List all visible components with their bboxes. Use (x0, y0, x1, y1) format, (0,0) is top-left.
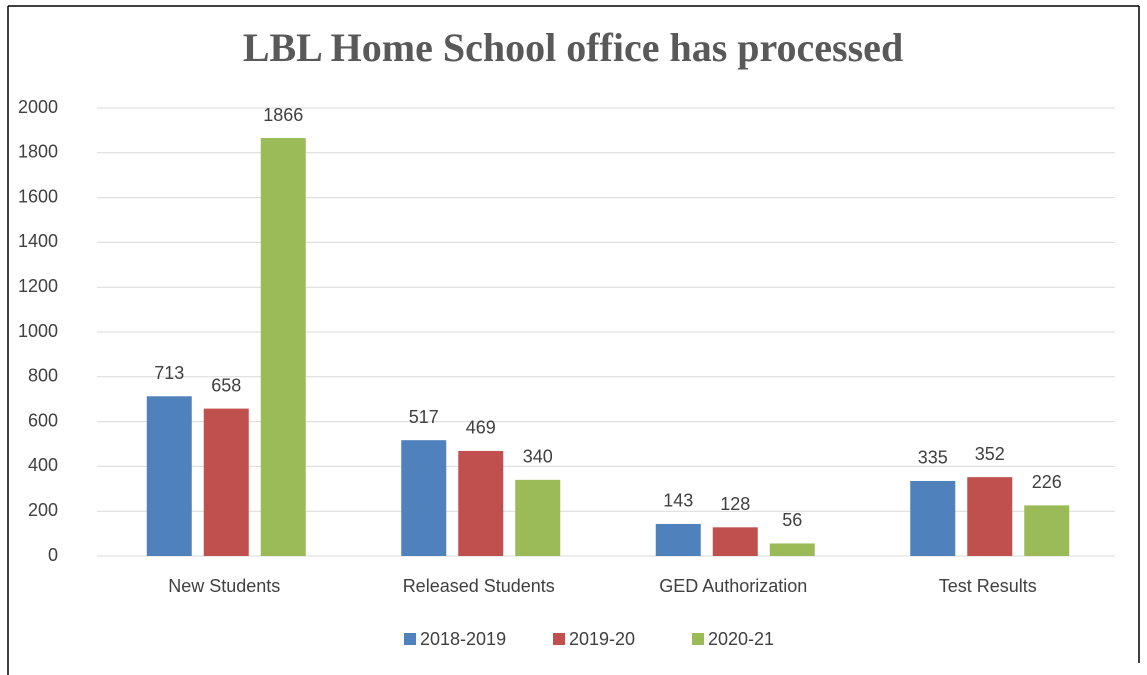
bar (146, 396, 192, 556)
y-tick-label: 1800 (18, 142, 58, 162)
data-label: 517 (409, 407, 439, 427)
y-tick-label: 1600 (18, 186, 58, 206)
y-tick-label: 2000 (18, 97, 58, 117)
legend-swatch (692, 633, 704, 645)
y-tick-label: 200 (28, 500, 58, 520)
data-label: 1866 (263, 105, 303, 125)
y-tick-label: 1000 (18, 321, 58, 341)
legend-swatch (404, 633, 416, 645)
data-label: 143 (663, 491, 693, 511)
legend-label: 2020-21 (708, 629, 774, 649)
data-label: 335 (918, 448, 948, 468)
y-tick-label: 800 (28, 366, 58, 386)
data-label: 128 (720, 494, 750, 514)
x-tick-label: GED Authorization (659, 576, 807, 596)
bar (967, 477, 1013, 556)
y-tick-label: 400 (28, 455, 58, 475)
legend-swatch (553, 633, 565, 645)
bar (655, 523, 701, 556)
bar (203, 408, 249, 556)
data-label: 56 (782, 510, 802, 530)
legend-label: 2018-2019 (420, 629, 506, 649)
bar (515, 479, 561, 556)
bar (769, 543, 815, 556)
chart-title: LBL Home School office has processed (243, 25, 903, 70)
data-label: 340 (523, 447, 553, 467)
data-label: 469 (466, 418, 496, 438)
y-tick-label: 0 (48, 545, 58, 565)
x-tick-label: New Students (168, 576, 280, 596)
y-tick-label: 1400 (18, 231, 58, 251)
y-tick-label: 1200 (18, 276, 58, 296)
data-label: 352 (975, 444, 1005, 464)
legend-label: 2019-20 (569, 629, 635, 649)
bar (458, 450, 504, 556)
bar (260, 138, 306, 557)
x-tick-label: Test Results (939, 576, 1037, 596)
y-tick-label: 600 (28, 410, 58, 430)
bar (910, 480, 956, 556)
bar (1024, 505, 1070, 556)
data-label: 226 (1032, 472, 1062, 492)
x-tick-label: Released Students (403, 576, 555, 596)
bar (712, 527, 758, 556)
data-label: 713 (154, 363, 184, 383)
bar (401, 440, 447, 556)
data-label: 658 (211, 375, 241, 395)
